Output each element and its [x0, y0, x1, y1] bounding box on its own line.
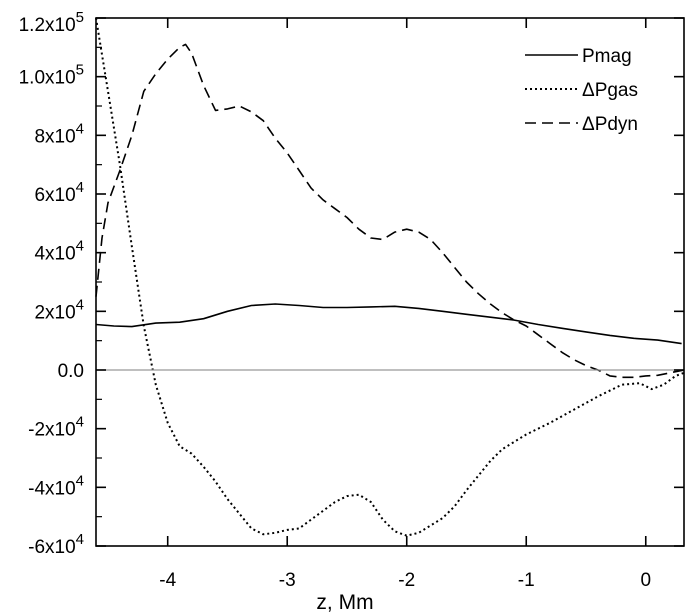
y-axis-ticks: 1.2x105 1.0x105 8x104 6x104 4x104 2x104 0.0 -2x… [19, 9, 684, 558]
y-tick-label: -4x104 [28, 472, 84, 499]
y-tick-label: 0.0 [58, 361, 84, 382]
series-line-dashed [95, 43, 685, 379]
legend: Pmag ΔPgas ΔPdyn [525, 46, 638, 135]
legend-label: ΔPgas [582, 80, 638, 101]
y-tick-label: 2x104 [34, 296, 84, 323]
y-tick-label: -2x104 [28, 414, 84, 441]
y-tick-label: 8x104 [34, 120, 84, 147]
y-tick-label: 4x104 [34, 238, 84, 265]
x-axis-label: z, Mm [316, 591, 373, 614]
x-axis-ticks: -4 -3 -2 -1 0 [159, 18, 651, 591]
x-tick-label: -1 [518, 570, 535, 591]
x-tick-label: -3 [279, 570, 296, 591]
series-line-dotted [95, 17, 685, 537]
legend-label: ΔPdyn [582, 114, 638, 135]
series-layer [95, 17, 685, 537]
plot-area [96, 18, 684, 546]
x-tick-label: -4 [159, 570, 176, 591]
x-tick-label: -2 [398, 570, 415, 591]
x-tick-label: 0 [640, 570, 651, 591]
series-line-solid [95, 303, 682, 345]
y-tick-label: 6x104 [34, 179, 84, 206]
y-tick-label: 1.0x105 [19, 62, 84, 89]
legend-label: Pmag [582, 46, 632, 67]
y-tick-label: -6x104 [28, 531, 84, 558]
y-tick-label: 1.2x105 [19, 9, 84, 36]
